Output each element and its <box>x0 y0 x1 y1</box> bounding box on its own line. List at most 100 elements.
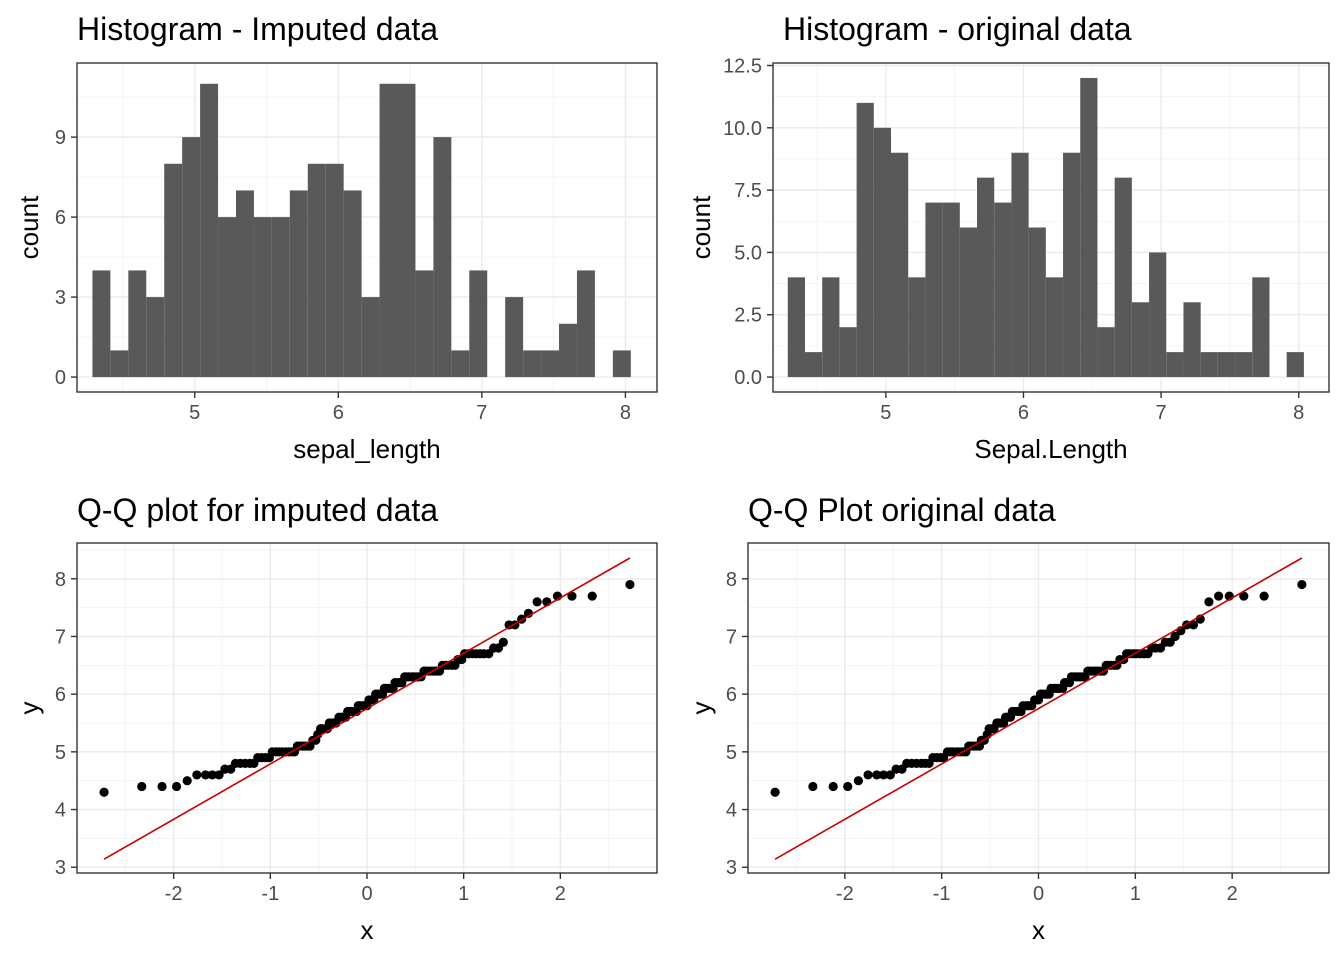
y-tick-label: 7.5 <box>734 180 762 202</box>
x-tick-label: 7 <box>1156 402 1167 424</box>
qq-point <box>1170 631 1180 642</box>
y-tick-label: 6 <box>726 684 737 706</box>
histogram-bar <box>271 217 290 378</box>
y-tick-label: 7 <box>55 626 66 648</box>
histogram-bar <box>469 270 488 378</box>
histogram-bar <box>942 202 960 378</box>
panel-1: 5 6 7 8 0 3 6 9 Histogram - Imputed data sepal_le… <box>14 11 658 464</box>
qq-point <box>182 776 192 786</box>
histogram-bar <box>1063 152 1081 378</box>
qq-point <box>808 781 818 792</box>
qq-point <box>137 781 147 792</box>
x-tick-label: 2 <box>555 883 566 905</box>
histogram-bar <box>1028 227 1046 378</box>
y-tick-label: 4 <box>726 800 737 822</box>
histogram-bar <box>1011 152 1029 378</box>
panel-4: -2 -1 0 1 2 3 4 5 6 7 8 Q-Q Plot original data x y <box>686 492 1330 945</box>
histogram-bar <box>218 217 236 378</box>
y-axis-title: count <box>686 195 716 259</box>
qq-point <box>1297 579 1307 590</box>
qq-point <box>843 781 853 792</box>
qq-point <box>157 781 167 792</box>
histogram-bar <box>1080 77 1098 378</box>
histogram-bar <box>822 277 840 378</box>
histogram-bar <box>873 127 892 378</box>
y-tick-label: 6 <box>55 684 66 706</box>
histogram-bar <box>1200 352 1218 378</box>
histogram-bar <box>1166 352 1184 378</box>
qq-point <box>99 787 109 797</box>
histogram-bar <box>576 270 595 378</box>
x-tick-label: 1 <box>458 883 469 905</box>
histogram-bar <box>977 177 995 378</box>
histogram-bar <box>925 202 943 378</box>
histogram-bar <box>1149 252 1167 378</box>
histogram-bar <box>1131 302 1150 378</box>
qq-point <box>1214 591 1224 601</box>
histogram-bar <box>307 163 326 378</box>
y-axis-title: y <box>14 702 44 715</box>
qq-point <box>885 770 895 780</box>
histogram-bar <box>908 277 926 378</box>
y-tick-label: 9 <box>55 127 66 149</box>
y-tick-label: 6 <box>55 207 66 229</box>
chart-title: Histogram - Imputed data <box>77 11 438 47</box>
y-tick-label: 0.0 <box>734 367 762 389</box>
qq-point <box>587 591 597 601</box>
histogram-bar <box>1183 302 1201 378</box>
qq-point <box>171 781 182 792</box>
histogram-bar <box>1286 352 1304 378</box>
qq-point <box>625 579 635 590</box>
x-tick-label: 2 <box>1227 883 1238 905</box>
qq-point <box>498 637 508 647</box>
histogram-bar <box>1252 277 1270 378</box>
qq-reference-line <box>103 557 631 860</box>
chart-title: Q-Q Plot original data <box>748 492 1056 528</box>
x-tick-label: -2 <box>165 883 183 905</box>
histogram-bar <box>182 137 201 378</box>
x-tick-label: 7 <box>476 402 487 424</box>
histogram-bar <box>343 190 362 378</box>
qq-point <box>770 787 780 797</box>
y-tick-label: 2.5 <box>734 305 762 327</box>
histogram-bar <box>379 83 398 378</box>
qq-point <box>207 770 217 780</box>
histogram-bar <box>559 323 577 378</box>
qq-point <box>828 781 838 792</box>
x-axis-title: x <box>1032 915 1045 945</box>
histogram-bar <box>253 217 272 378</box>
histogram-bar <box>146 297 165 378</box>
y-tick-label: 5 <box>55 742 66 764</box>
histogram-bar <box>415 270 434 378</box>
y-tick-label: 3 <box>726 857 737 879</box>
qq-point <box>1204 597 1214 607</box>
y-tick-label: 3 <box>55 287 66 309</box>
x-tick-label: 5 <box>189 402 200 424</box>
y-tick-label: 5.0 <box>734 242 762 264</box>
chart-title: Q-Q plot for imputed data <box>77 492 438 528</box>
histogram-bar <box>200 83 219 378</box>
histogram-bar <box>397 83 416 378</box>
histogram-bar <box>959 227 978 378</box>
qq-point <box>872 770 882 780</box>
x-tick-label: 0 <box>361 883 372 905</box>
qq-reference-line <box>774 557 1303 860</box>
histogram-bar <box>523 350 542 378</box>
histogram-bar <box>325 163 344 378</box>
y-tick-label: 12.5 <box>723 55 762 77</box>
x-axis-title: Sepal.Length <box>974 434 1127 464</box>
y-tick-label: 8 <box>726 569 737 591</box>
qq-point <box>567 591 577 601</box>
x-axis-title: x <box>361 915 374 945</box>
histogram-bar <box>856 102 874 378</box>
histogram-bar <box>1045 277 1064 378</box>
histogram-bar <box>164 163 183 378</box>
histogram-bar <box>1217 352 1236 378</box>
histogram-bar <box>787 277 805 378</box>
histogram-bar <box>804 352 823 378</box>
y-tick-label: 0 <box>55 367 66 389</box>
histogram-bar <box>891 152 909 378</box>
histogram-bar <box>110 350 129 378</box>
